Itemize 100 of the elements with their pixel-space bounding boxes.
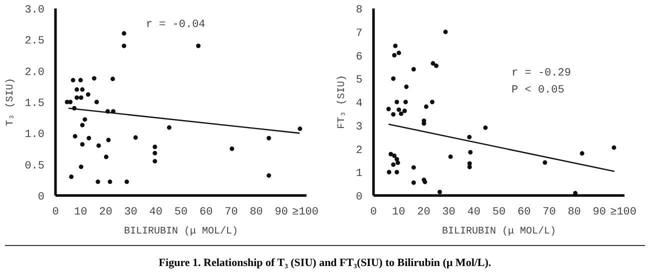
x-tick-label: ≥100 xyxy=(610,206,636,218)
point xyxy=(402,108,407,114)
x-tick-label: 20 xyxy=(417,206,430,218)
point xyxy=(438,190,442,194)
point xyxy=(394,157,400,162)
x-tick-label: 80 xyxy=(250,206,263,218)
point xyxy=(78,95,84,100)
point xyxy=(152,158,158,164)
y-tick-label: 7 xyxy=(356,28,363,40)
x-tick-label: 90 xyxy=(274,206,288,218)
point xyxy=(96,180,100,184)
point xyxy=(398,111,404,116)
point xyxy=(106,138,111,142)
x-tick-label: 30 xyxy=(124,206,138,218)
point xyxy=(396,107,402,112)
x-tick-label: 70 xyxy=(542,206,556,218)
point xyxy=(196,44,201,48)
point xyxy=(122,44,126,48)
point xyxy=(394,100,400,104)
y-tick-label: 5 xyxy=(356,74,363,87)
point xyxy=(230,146,234,151)
point xyxy=(391,76,396,81)
point xyxy=(394,170,400,174)
x-tick-label: ≥100 xyxy=(292,206,318,218)
x-tick-label: 0 xyxy=(52,206,59,218)
point xyxy=(70,78,76,82)
y-tick-label: 2.0 xyxy=(24,66,45,79)
caption: Figure 1. Relationship of T₃ (SIU) and FT₃(SIU) to Bilirubin (μ Mol/L). xyxy=(158,256,492,271)
point xyxy=(74,95,80,100)
point xyxy=(391,112,396,117)
x-tick-label: 40 xyxy=(467,206,480,218)
point xyxy=(69,174,74,180)
point xyxy=(411,67,416,72)
point xyxy=(104,154,108,160)
point xyxy=(152,144,158,150)
point xyxy=(483,125,488,130)
x-tick-label: 70 xyxy=(224,206,238,218)
x-tick-label: 90 xyxy=(592,206,606,218)
point xyxy=(80,142,85,147)
point xyxy=(72,134,78,139)
x-tick-label: 0 xyxy=(370,206,377,218)
point xyxy=(388,152,394,156)
x-tick-label: 10 xyxy=(392,206,406,218)
point xyxy=(78,164,84,170)
x-tick-label: 20 xyxy=(99,206,112,218)
y-tick-label: 3.0 xyxy=(24,4,45,16)
point xyxy=(580,151,584,156)
point xyxy=(468,150,473,155)
y-tick-label: 6 xyxy=(356,51,363,64)
point xyxy=(108,180,112,184)
point xyxy=(92,76,96,81)
point xyxy=(386,106,391,112)
point xyxy=(467,164,472,170)
x-tick-label: 60 xyxy=(518,206,531,218)
point xyxy=(434,64,438,68)
point xyxy=(396,50,402,56)
point xyxy=(392,154,397,158)
point xyxy=(424,104,428,109)
point xyxy=(86,92,90,97)
point xyxy=(467,134,472,140)
point xyxy=(443,30,448,34)
x-tick-label: 50 xyxy=(492,206,506,218)
y-tick-label: 0 xyxy=(38,192,45,204)
point xyxy=(467,161,472,166)
y-tick-label: 2.5 xyxy=(24,36,45,48)
point xyxy=(396,160,400,166)
point xyxy=(124,180,130,184)
x-tick-label: 80 xyxy=(568,206,581,218)
point xyxy=(391,162,396,167)
point xyxy=(80,122,85,128)
annotation: r = -0.29 xyxy=(512,68,571,80)
point xyxy=(298,126,302,132)
point xyxy=(448,154,453,159)
point xyxy=(542,160,548,165)
y-tick-label: 4 xyxy=(356,98,363,110)
point xyxy=(82,117,88,122)
point xyxy=(166,125,172,130)
point xyxy=(411,165,416,170)
x-tick-label: 10 xyxy=(74,206,88,218)
y-tick-label: 0.5 xyxy=(24,160,45,172)
point xyxy=(68,100,73,104)
x-tick-label: 40 xyxy=(149,206,162,218)
x-tick-label: 30 xyxy=(442,206,456,218)
point xyxy=(86,136,92,140)
y-axis-title: T₃ (SIU) xyxy=(4,78,17,126)
point xyxy=(411,180,416,185)
point xyxy=(96,143,101,148)
point xyxy=(266,136,272,140)
point xyxy=(430,100,434,104)
y-tick-label: 1 xyxy=(356,168,363,180)
point xyxy=(133,135,138,140)
point xyxy=(393,44,398,48)
y-tick-label: 0 xyxy=(356,192,363,204)
point xyxy=(404,84,409,90)
point xyxy=(392,53,397,58)
point xyxy=(122,31,126,36)
annotation: P < 0.05 xyxy=(512,84,564,96)
y-tick-label: 2 xyxy=(356,144,363,157)
y-tick-label: 1.5 xyxy=(24,98,45,110)
x-axis-title: BILIRUBIN (μ MOL/L) xyxy=(442,226,556,238)
